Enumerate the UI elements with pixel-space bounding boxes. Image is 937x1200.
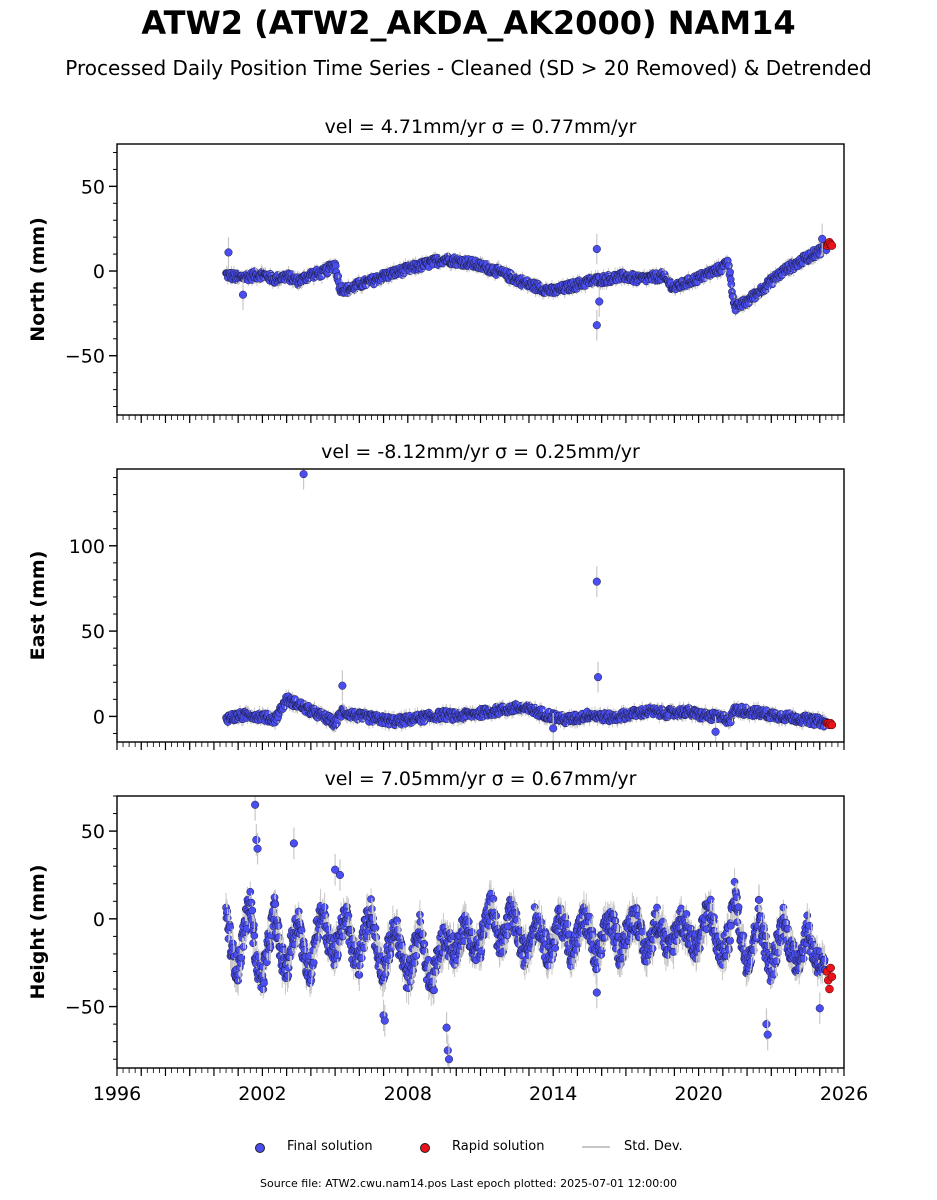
outlier-point xyxy=(711,727,720,736)
outlier-point xyxy=(592,321,601,330)
rapid-point xyxy=(827,720,837,730)
data-layer xyxy=(222,796,837,1068)
outlier-point xyxy=(299,470,308,479)
final-point xyxy=(226,923,234,932)
outlier-point xyxy=(592,244,601,254)
final-point xyxy=(246,887,255,896)
outlier-point xyxy=(338,681,347,690)
final-point xyxy=(309,958,318,967)
final-point xyxy=(271,900,280,909)
panel-2: vel = -8.12mm/yr σ = 0.25mm/yr East (mm) 0… xyxy=(27,441,845,750)
final-point xyxy=(726,268,734,276)
final-point xyxy=(237,953,246,962)
final-point xyxy=(297,926,306,935)
y-tick-label: −50 xyxy=(65,346,105,368)
rapid-point xyxy=(827,241,837,250)
y-axis-label: North (mm) xyxy=(27,217,49,342)
outlier-point xyxy=(224,248,233,257)
final-point xyxy=(321,911,330,920)
panel-3: vel = 7.05mm/yr σ = 0.67mm/yr Height (mm)… xyxy=(27,768,868,1105)
final-point xyxy=(727,280,736,289)
final-point xyxy=(262,958,271,967)
data-layer xyxy=(222,469,837,742)
figure-title: ATW2 (ATW2_AKDA_AK2000) NAM14 xyxy=(141,4,796,42)
figure-subtitle: Processed Daily Position Time Series - C… xyxy=(65,56,872,80)
outlier-point xyxy=(593,673,603,682)
panel-title: vel = 4.71mm/yr σ = 0.77mm/yr xyxy=(325,116,637,138)
final-point xyxy=(726,718,735,727)
final-point xyxy=(260,979,268,987)
final-point xyxy=(287,948,296,956)
final-point xyxy=(247,898,256,907)
outlier-point xyxy=(549,724,558,733)
final-point xyxy=(725,261,733,270)
y-axis-label: Height (mm) xyxy=(27,864,49,999)
panel-frame xyxy=(116,468,845,743)
final-point xyxy=(250,931,259,940)
panel-title: vel = -8.12mm/yr σ = 0.25mm/yr xyxy=(321,441,640,463)
outlier-point xyxy=(592,577,601,586)
y-tick-label: 0 xyxy=(93,706,105,728)
outlier-point xyxy=(595,297,604,306)
panel-1: vel = 4.71mm/yr σ = 0.77mm/yr North (mm)−… xyxy=(27,116,845,423)
outlier-point xyxy=(818,234,827,243)
y-tick-label: 50 xyxy=(81,176,105,198)
y-tick-label: 0 xyxy=(93,261,105,283)
final-point xyxy=(320,903,329,911)
final-point xyxy=(334,951,342,960)
panel-title: vel = 7.05mm/yr σ = 0.67mm/yr xyxy=(325,768,637,790)
final-point xyxy=(347,926,356,935)
y-axis-label: East (mm) xyxy=(27,551,49,661)
y-tick-label: 50 xyxy=(81,621,105,643)
outlier-point xyxy=(238,290,248,299)
data-layer xyxy=(222,223,837,341)
final-point xyxy=(248,906,257,915)
y-tick-label: 100 xyxy=(69,536,105,558)
